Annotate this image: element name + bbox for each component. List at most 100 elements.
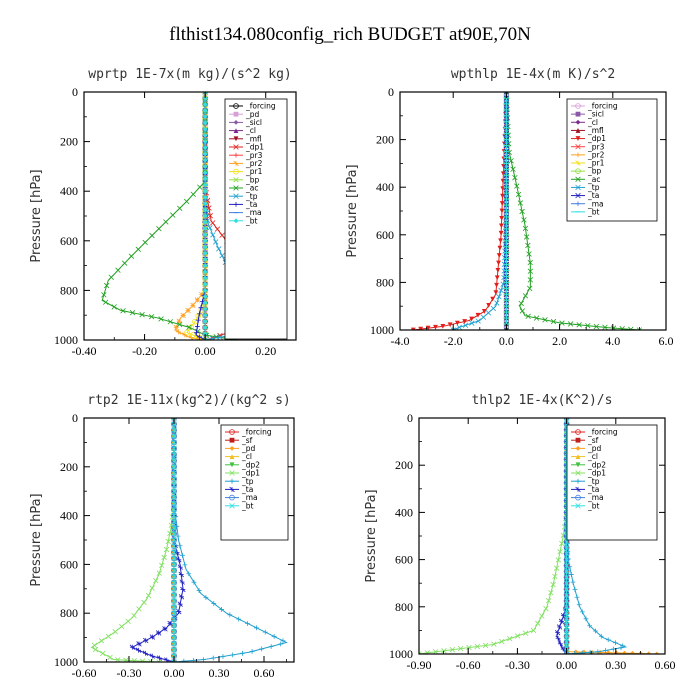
series-point (202, 244, 208, 250)
series-point (202, 126, 208, 132)
series-point (171, 628, 177, 635)
series-point (469, 320, 475, 326)
series-point (271, 634, 277, 639)
series-point (200, 299, 205, 304)
y-axis-label: Pressure [hPa] (345, 164, 360, 257)
series-point (280, 638, 286, 644)
legend-entry: _pd (245, 110, 260, 119)
chart-panel-4: thlp2 1E-4x(K^2)/s Pressure [hPa] -0.90 -0.… (364, 393, 676, 672)
series-point (171, 641, 177, 647)
y-tick-label: 1000 (389, 647, 413, 661)
series-point (171, 531, 177, 537)
legend-marker (575, 462, 581, 468)
series-point (105, 633, 112, 640)
series-point (619, 326, 625, 330)
series-point (202, 95, 208, 101)
legend-entry: _ta (241, 485, 253, 494)
series-point (145, 592, 152, 599)
series-point (563, 586, 570, 592)
series-point (217, 334, 223, 340)
series-point (177, 205, 183, 211)
legend-marker (233, 193, 239, 199)
series-point (557, 549, 563, 555)
series-point (177, 564, 184, 570)
x-tick-label: -0.30 (505, 658, 530, 672)
y-tick-label: 400 (60, 509, 78, 523)
series-point (180, 586, 186, 593)
y-axis-label: Pressure [hPa] (29, 493, 44, 586)
legend-marker (575, 470, 581, 476)
series-point (603, 648, 609, 653)
series-point (475, 312, 481, 318)
series-point (202, 306, 208, 312)
series-point (171, 421, 177, 427)
series-point (171, 604, 177, 610)
series-point (236, 616, 242, 622)
series-point (197, 334, 202, 340)
series-point (198, 305, 204, 311)
series-point (514, 183, 520, 189)
y-tick-label: 800 (60, 606, 78, 620)
series-point (508, 158, 514, 164)
legend-entry: _pr2 (587, 150, 605, 159)
legend-marker (575, 119, 581, 125)
series-point (171, 445, 177, 452)
series-point (240, 650, 245, 656)
series-point (496, 260, 501, 266)
series-point (176, 557, 182, 563)
legend-marker (575, 136, 581, 141)
series-point (202, 182, 208, 188)
series-point (249, 649, 255, 654)
series-point (499, 216, 505, 221)
series-point (515, 191, 522, 198)
legend-marker (229, 503, 235, 509)
series-point (129, 644, 136, 650)
legend-marker (229, 462, 235, 468)
series-point (593, 323, 600, 330)
x-tick-label: -0.90 (407, 658, 432, 672)
series-point (550, 581, 556, 588)
series-point (542, 317, 548, 323)
series-point (202, 238, 208, 244)
legend: _forcing_sf_pd_cl_dp2_dp1_tp_ta_ma_bt (220, 424, 289, 541)
series-point (447, 322, 453, 328)
series-point (156, 655, 163, 661)
series-point (128, 253, 135, 259)
series-point (268, 644, 274, 649)
series-point (512, 174, 518, 181)
series-point (171, 647, 177, 653)
series-point (523, 234, 530, 240)
series-point (496, 294, 502, 300)
series-point (125, 618, 131, 624)
series-point (192, 318, 198, 325)
series-point (149, 232, 155, 239)
series-point (171, 561, 177, 568)
legend-entry: _dp2 (241, 460, 260, 469)
series-point (171, 555, 177, 561)
series-point (494, 300, 500, 306)
series-point (159, 562, 165, 569)
legend-entry: _pr1 (245, 167, 263, 176)
series-point (227, 612, 233, 618)
series-point (171, 451, 177, 458)
legend-marker (575, 176, 581, 182)
series-point (190, 302, 196, 309)
legend-marker (575, 454, 581, 459)
series-point (491, 641, 497, 647)
legend-marker (575, 168, 581, 174)
series-point (555, 635, 561, 641)
y-tick-label: 400 (376, 180, 394, 194)
series-point (92, 646, 99, 653)
x-tick-label: 0.00 (556, 658, 577, 672)
y-tick-label: 1000 (54, 655, 78, 669)
series-point (121, 260, 128, 266)
series-point (171, 512, 177, 519)
series-point (500, 193, 505, 199)
series-point (136, 606, 142, 612)
series-point (180, 552, 185, 558)
series-point (480, 314, 487, 320)
series-point (485, 310, 492, 316)
legend-entry: _mfl (587, 126, 604, 135)
series-point (570, 579, 576, 585)
series-point (171, 476, 177, 482)
